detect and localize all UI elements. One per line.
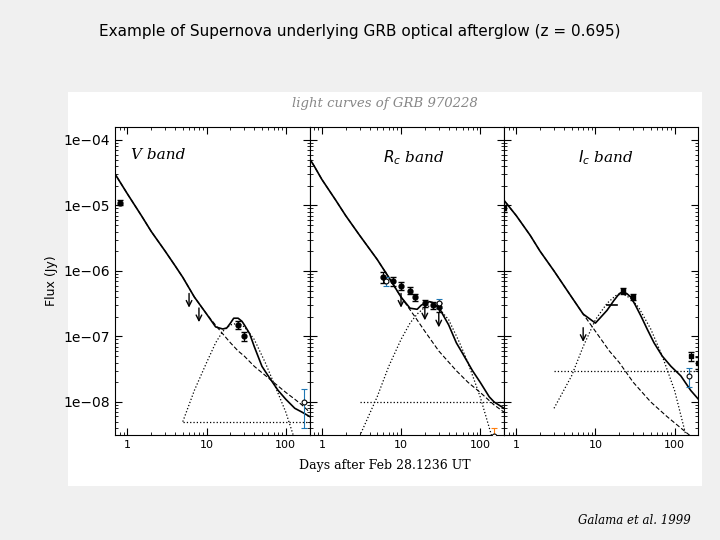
Text: Galama et al. 1999: Galama et al. 1999 xyxy=(578,514,691,526)
Text: Days after Feb 28.1236 UT: Days after Feb 28.1236 UT xyxy=(300,460,471,472)
Text: Example of Supernova underlying GRB optical afterglow (z = 0.695): Example of Supernova underlying GRB opti… xyxy=(99,24,621,39)
Text: $I_c$ band: $I_c$ band xyxy=(578,148,634,167)
Y-axis label: Flux (Jy): Flux (Jy) xyxy=(45,255,58,306)
Text: $R_c$ band: $R_c$ band xyxy=(384,148,445,167)
Text: V band: V band xyxy=(131,148,185,163)
Text: light curves of GRB 970228: light curves of GRB 970228 xyxy=(292,97,478,110)
